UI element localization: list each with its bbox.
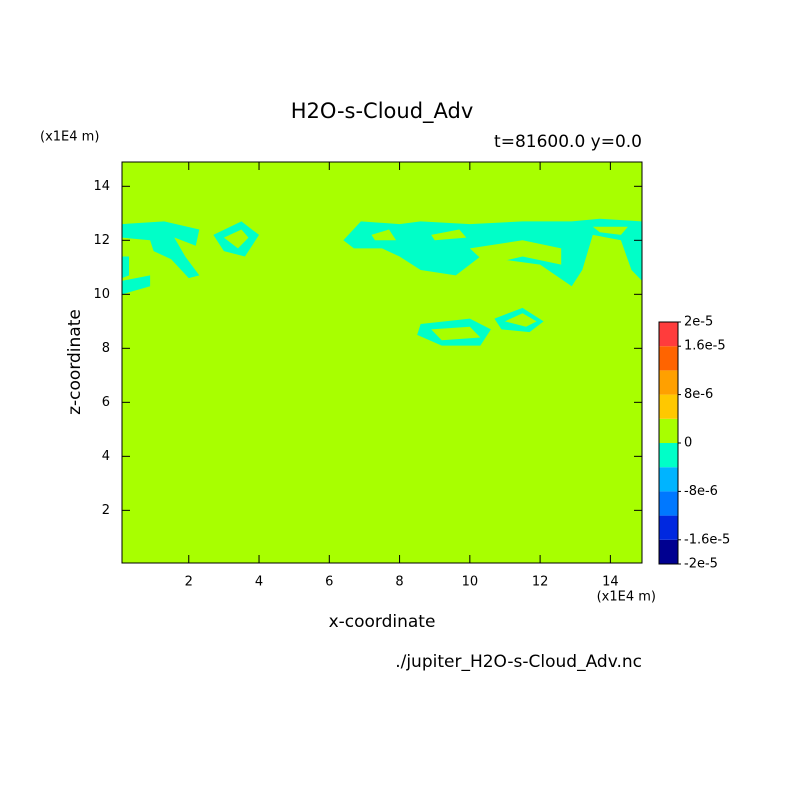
contour-region bbox=[431, 229, 467, 241]
x-tick-label: 6 bbox=[325, 575, 333, 590]
x-unit: (x1E4 m) bbox=[597, 590, 656, 605]
contour-region bbox=[122, 221, 200, 246]
y-tick-label: 8 bbox=[102, 341, 110, 356]
colorbar-swatch bbox=[659, 370, 678, 395]
colorbar-swatch bbox=[659, 467, 678, 492]
x-tick-label: 14 bbox=[602, 575, 619, 590]
colorbar-swatch bbox=[659, 515, 678, 540]
x-tick-label: 10 bbox=[462, 575, 479, 590]
colorbar-swatch bbox=[659, 443, 678, 468]
contour-region bbox=[122, 275, 151, 295]
chart-subtitle: t=81600.0 y=0.0 bbox=[494, 132, 642, 152]
y-tick-label: 10 bbox=[93, 287, 110, 302]
colorbar-label: -2e-5 bbox=[684, 557, 718, 572]
y-axis-label: z-coordinate bbox=[65, 309, 85, 415]
x-tick-label: 8 bbox=[395, 575, 403, 590]
contour-region bbox=[150, 232, 200, 279]
y-tick-label: 12 bbox=[93, 233, 110, 248]
contour-region bbox=[122, 256, 130, 279]
contour-region bbox=[469, 240, 562, 265]
x-tick-label: 4 bbox=[255, 575, 263, 590]
chart-title: H2O-s-Cloud_Adv bbox=[291, 99, 474, 124]
colorbar-swatch bbox=[659, 491, 678, 516]
colorbar-label: -8e-6 bbox=[684, 484, 718, 499]
contour-region bbox=[592, 226, 628, 235]
x-axis-label: x-coordinate bbox=[329, 612, 436, 632]
colorbar-label: 1.6e-5 bbox=[684, 339, 726, 354]
y-tick-label: 6 bbox=[102, 395, 110, 410]
colorbar-label: 2e-5 bbox=[684, 315, 713, 330]
contour-region bbox=[504, 313, 537, 327]
y-tick-label: 4 bbox=[102, 449, 110, 464]
y-tick-label: 14 bbox=[93, 179, 110, 194]
y-unit: (x1E4 m) bbox=[40, 130, 99, 145]
contour-region bbox=[431, 326, 481, 341]
colorbar-swatch bbox=[659, 418, 678, 443]
plot-frame bbox=[121, 161, 643, 564]
x-tick-label: 2 bbox=[185, 575, 193, 590]
footer: ./jupiter_H2O-s-Cloud_Adv.nc bbox=[395, 652, 642, 672]
colorbar-label: 0 bbox=[684, 436, 692, 451]
contour-region bbox=[223, 229, 249, 249]
colorbar-swatch bbox=[659, 539, 678, 564]
colorbar-label: -1.6e-5 bbox=[684, 532, 730, 547]
colorbar-label: 8e-6 bbox=[684, 387, 713, 402]
y-tick-label: 2 bbox=[102, 503, 110, 518]
x-tick-label: 12 bbox=[532, 575, 549, 590]
contour-region bbox=[371, 229, 397, 241]
colorbar-swatch bbox=[659, 346, 678, 371]
colorbar-swatch bbox=[659, 394, 678, 419]
colorbar-swatch bbox=[659, 322, 678, 347]
